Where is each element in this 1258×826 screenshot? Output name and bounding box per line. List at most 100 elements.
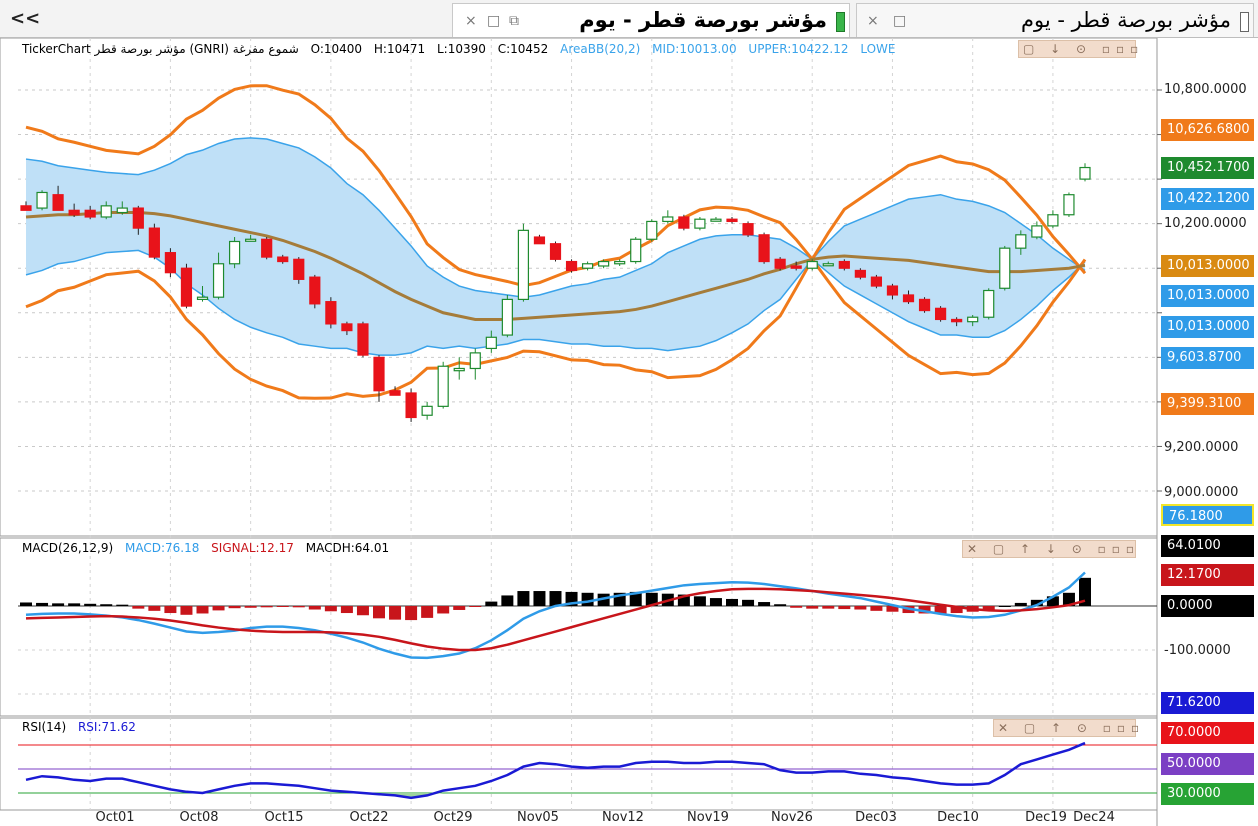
macd-histogram-bar [709, 598, 722, 606]
detach-icon[interactable]: ⧉ [509, 13, 519, 29]
x-axis-label: Oct29 [433, 810, 473, 825]
x-axis-label: Dec10 [937, 810, 979, 825]
x-axis-label: Nov05 [517, 810, 559, 825]
candle-body [148, 227, 160, 258]
candle-body [806, 260, 818, 269]
x-axis-label: Oct22 [349, 810, 389, 825]
candle-body [967, 316, 979, 323]
bb-mid-label-a: 10,013.0000 [1161, 285, 1254, 307]
rsi-30-label: 30.0000 [1161, 783, 1254, 805]
candle-body [598, 260, 610, 267]
macd-histogram-bar [1030, 599, 1043, 606]
candle-body [228, 240, 241, 265]
bb-lower-label: 9,603.8700 [1161, 347, 1254, 369]
bb-indicator-name: AreaBB(20,2) [560, 42, 641, 56]
macd-histogram-bar [533, 591, 546, 606]
price-legend: TickerChart مؤشر بورصة قطر (GNRI) شموع م… [22, 42, 904, 56]
macd-histogram-bar [68, 603, 81, 606]
candle-body [437, 365, 449, 407]
macd-histogram-bar [886, 606, 899, 612]
macd-histogram-bar [292, 606, 305, 608]
macd-histogram-bar [501, 595, 514, 606]
bb-mid-label-b: 10,013.0000 [1161, 316, 1254, 338]
close-icon[interactable]: × [465, 13, 477, 29]
candle-body [389, 390, 401, 396]
candle-body [293, 258, 305, 280]
candle-body [662, 216, 674, 223]
price-pane-toolbar[interactable]: ▢ ↓ ⊙ ▫▫▫ [1018, 40, 1138, 58]
candle-body [999, 247, 1011, 289]
candle-body [1031, 225, 1043, 238]
macd-histogram-bar [629, 591, 642, 606]
candle-body [132, 207, 144, 229]
candle-body [838, 260, 850, 269]
candle-body [469, 352, 481, 370]
open-value: O:10400 [310, 42, 363, 56]
maximize-icon[interactable]: □ [487, 13, 501, 29]
macd-histogram-bar [437, 606, 450, 614]
chart-canvas[interactable] [0, 38, 1258, 826]
candle-body [405, 392, 417, 419]
candle-body [309, 276, 321, 305]
price-tick: 9,000.0000 [1164, 485, 1239, 500]
close-icon[interactable]: × [867, 13, 879, 29]
macd-histogram-bar [453, 606, 466, 610]
rsi-value: RSI:71.62 [77, 720, 136, 734]
macd-histogram-bar [1014, 602, 1027, 606]
candle-body [517, 229, 530, 301]
macd-histogram-bar [244, 606, 257, 608]
candle-body [84, 209, 96, 218]
tab-active-chart[interactable]: × □ ⧉ مؤشر بورصة قطر - يوم [452, 3, 850, 37]
tab-active-title: مؤشر بورصة قطر - يوم [579, 8, 827, 32]
macd-histogram-bar [196, 606, 209, 614]
macd-histogram-bar [693, 596, 706, 606]
macd-histogram-bar [212, 606, 225, 611]
signal-value: SIGNAL:12.17 [211, 541, 294, 555]
macd-histogram-bar [389, 606, 402, 620]
macd-histogram-bar [822, 606, 835, 609]
macd-histogram-bar [421, 606, 434, 618]
bb-band-area [26, 137, 1085, 356]
candle-body [646, 220, 658, 240]
macd-histogram-bar [998, 606, 1011, 607]
macd-histogram-bar [260, 606, 273, 608]
candle-body [261, 238, 273, 258]
candle-body [373, 356, 385, 392]
macd-pane-toolbar[interactable]: ✕ ▢ ↑ ↓ ⊙ ▫▫▫ [962, 540, 1136, 558]
instrument-name: TickerChart مؤشر بورصة قطر (GNRI) شموع م… [22, 42, 299, 56]
macd-histogram-bar [132, 606, 145, 609]
maximize-icon[interactable]: □ [893, 13, 907, 29]
candle-body [116, 207, 128, 214]
macd-histogram-bar [100, 604, 113, 606]
macd-hist-label: 64.0100 [1161, 535, 1254, 557]
signal-line [25, 587, 1086, 652]
rsi-70-label: 70.0000 [1161, 722, 1254, 744]
rsi-legend: RSI(14) RSI:71.62 [22, 720, 144, 734]
macd-histogram-bar [52, 603, 65, 606]
macd-histogram-bar [581, 592, 594, 606]
candle-body [1015, 234, 1027, 249]
macd-histogram-bar [726, 598, 738, 606]
rsi-pane-toolbar[interactable]: ✕ ▢ ↑ ⊙ ▫▫▫ [993, 719, 1139, 737]
close-value: C:10452 [497, 42, 549, 56]
candle-body [1047, 214, 1059, 227]
tab-bar: << × □ ⧉ مؤشر بورصة قطر - يوم × □ مؤشر ب… [0, 0, 1258, 38]
bb-lower-value: LOWE [860, 42, 896, 56]
rsi-50-label: 50.0000 [1161, 753, 1254, 775]
macd-histogram-bar [806, 606, 819, 609]
tab-inactive-chart[interactable]: × □ مؤشر بورصة قطر - يوم [856, 3, 1254, 37]
candle-body [710, 218, 722, 222]
macd-histogram-bar [677, 594, 690, 606]
bb-mid-value: MID:10013.00 [652, 42, 737, 56]
macd-line-label: 76.1800 [1161, 504, 1254, 526]
macd-histogram-bar [790, 606, 803, 608]
macd-histogram-bar [485, 601, 498, 606]
high-value: H:10471 [373, 42, 426, 56]
candle-body [742, 223, 754, 236]
outer-lower-band [25, 154, 1087, 400]
bb-upper-line [25, 137, 1086, 339]
macd-histogram-bar [549, 591, 562, 606]
collapse-panel-button[interactable]: << [10, 8, 41, 29]
candle-body [870, 276, 883, 287]
candle-body [277, 256, 289, 263]
